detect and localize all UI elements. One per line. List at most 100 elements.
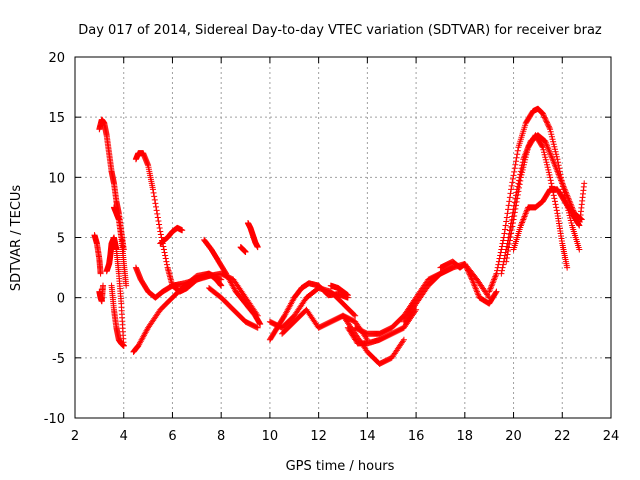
series-arc-s — [327, 282, 351, 299]
series-arc-u — [344, 306, 420, 347]
x-axis-label: GPS time / hours — [286, 459, 395, 474]
series-arc-x — [437, 258, 500, 307]
data-point — [516, 181, 523, 188]
data-point — [502, 222, 509, 229]
data-point — [157, 231, 164, 238]
data-point — [545, 122, 552, 129]
series-arc-c — [96, 116, 115, 175]
data-point — [505, 206, 512, 213]
data-point — [461, 260, 468, 267]
data-point — [546, 124, 553, 131]
data-point — [547, 126, 554, 133]
data-point — [123, 282, 130, 289]
data-point — [576, 246, 583, 253]
chart-title: Day 017 of 2014, Sidereal Day-to-day VTE… — [78, 23, 602, 38]
data-point — [539, 143, 546, 150]
data-point — [540, 146, 547, 153]
data-point — [540, 111, 547, 118]
series-arc-n — [237, 244, 249, 255]
data-point — [544, 161, 551, 168]
data-point — [548, 180, 555, 187]
data-point — [545, 123, 552, 130]
y-tick-label: -5 — [52, 352, 65, 367]
data-point — [400, 336, 407, 343]
series-arc-d — [103, 234, 127, 349]
data-point — [506, 241, 513, 248]
x-tick-label: 16 — [408, 429, 425, 444]
data-point — [498, 267, 505, 274]
data-point — [516, 177, 523, 184]
data-point — [542, 156, 549, 163]
series-arc-m — [206, 285, 261, 331]
data-point — [254, 324, 261, 331]
data-point — [523, 149, 530, 156]
data-point — [542, 117, 549, 124]
y-tick-label: 20 — [48, 51, 65, 66]
series-arc-aa — [503, 132, 571, 271]
y-tick-label: 5 — [57, 232, 65, 247]
data-point — [506, 198, 513, 205]
data-point — [505, 248, 512, 255]
data-point — [506, 237, 513, 244]
data-point — [547, 174, 554, 181]
data-point — [519, 166, 526, 173]
data-point — [502, 226, 509, 233]
data-point — [351, 311, 358, 318]
data-point — [462, 262, 469, 269]
x-tick-label: 10 — [262, 429, 279, 444]
data-point — [548, 133, 555, 140]
data-point — [508, 182, 515, 189]
data-point — [514, 151, 521, 158]
data-point — [544, 164, 551, 171]
y-axis-label: SDTVAR / TECUs — [9, 185, 24, 292]
data-point — [547, 128, 554, 135]
data-point — [552, 201, 559, 208]
x-tick-label: 22 — [554, 429, 571, 444]
data-point — [162, 255, 169, 262]
x-tick-label: 2 — [71, 429, 79, 444]
data-point — [578, 215, 585, 222]
y-tick-label: 0 — [57, 292, 65, 307]
data-point — [156, 221, 163, 228]
data-point — [499, 264, 506, 271]
data-point — [553, 204, 560, 211]
data-point — [541, 151, 548, 158]
x-tick-label: 18 — [457, 429, 474, 444]
data-point — [512, 202, 519, 209]
data-point — [154, 210, 161, 217]
data-point — [513, 154, 520, 161]
data-point — [507, 233, 514, 240]
data-point — [510, 216, 517, 223]
data-point — [518, 171, 525, 178]
data-point — [120, 342, 127, 349]
data-point — [100, 282, 107, 289]
data-point — [97, 270, 104, 277]
data-point — [151, 196, 158, 203]
data-point — [551, 146, 558, 153]
y-tick-label: -10 — [44, 412, 65, 427]
data-point — [541, 149, 547, 156]
data-point — [150, 189, 157, 196]
data-point — [508, 230, 515, 237]
data-point — [522, 154, 529, 161]
data-point — [242, 248, 249, 255]
data-point — [549, 136, 556, 143]
data-point — [160, 246, 167, 253]
data-point — [515, 188, 522, 195]
series-arc-i — [132, 264, 261, 319]
series-arc-b — [96, 282, 107, 305]
data-point — [543, 118, 550, 125]
series-arc-l — [201, 236, 264, 328]
data-point — [550, 141, 557, 148]
data-point — [564, 264, 571, 271]
data-point — [503, 214, 510, 221]
series-arc-q — [266, 285, 359, 331]
data-point — [467, 274, 474, 281]
data-point — [509, 179, 516, 186]
series-arc-f — [110, 204, 130, 289]
data-point — [149, 186, 156, 193]
data-point — [520, 161, 527, 168]
data-point — [517, 174, 524, 181]
data-point — [152, 200, 159, 207]
data-point — [509, 175, 516, 182]
